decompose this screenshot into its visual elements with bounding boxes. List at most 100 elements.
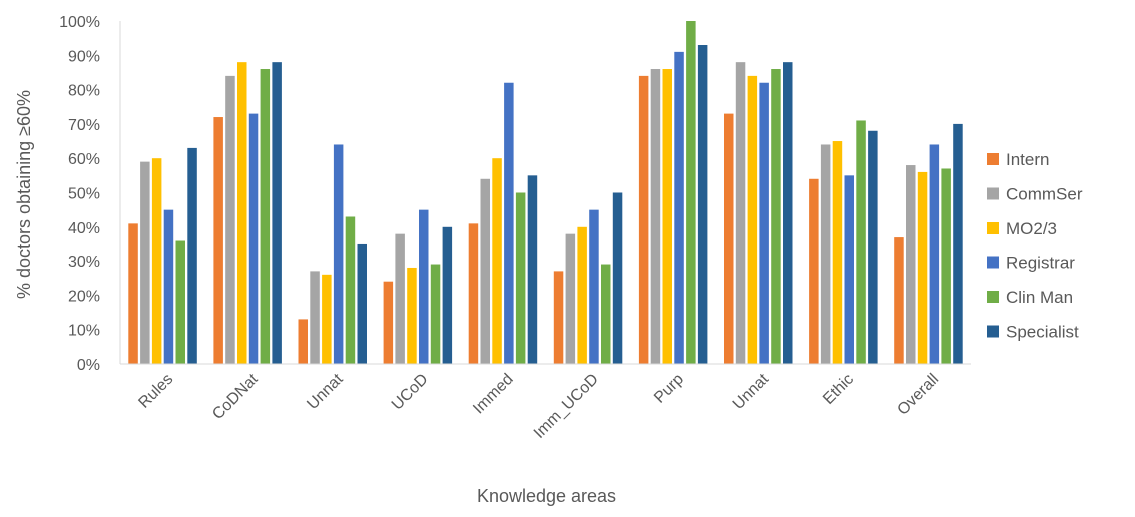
y-tick-label: 50% (68, 186, 100, 203)
bar (163, 209, 174, 364)
x-axis-ticks: Rules CoDNat Unnat UCoD Immed Imm_UCoD Purp Unn… (135, 370, 942, 442)
bar (248, 113, 259, 364)
y-axis-ticks: 0% 10% 20% 30% 40% 50% 60% 70% 80% 90% 100% (59, 14, 100, 374)
bar (906, 165, 916, 364)
bar (686, 21, 696, 364)
y-tick-label: 70% (68, 117, 100, 134)
y-tick-label: 30% (68, 254, 100, 271)
x-tick-label: Ethic (820, 371, 857, 408)
bar (322, 274, 332, 364)
bar (272, 62, 282, 364)
bar (310, 271, 320, 364)
bar (515, 192, 526, 364)
bar (674, 51, 684, 365)
y-tick-label: 20% (68, 288, 100, 305)
bar (187, 147, 197, 364)
y-tick-label: 100% (59, 14, 100, 31)
bar (553, 271, 564, 364)
y-tick-label: 60% (68, 151, 100, 168)
legend-swatch (987, 153, 999, 165)
bar (175, 240, 185, 364)
y-tick-label: 90% (68, 48, 100, 65)
bar (442, 226, 453, 364)
bar (638, 75, 649, 364)
bar (395, 233, 405, 364)
bar (820, 144, 831, 364)
bar (953, 123, 963, 365)
legend-label: MO2/3 (1006, 219, 1057, 238)
y-axis-title: % doctors obtaining ≥60% (14, 90, 34, 299)
bar (929, 144, 940, 364)
bar (225, 75, 235, 364)
x-tick-label: Rules (135, 371, 176, 412)
bar (650, 69, 661, 365)
bar (407, 267, 417, 364)
bar (213, 117, 223, 364)
bar (430, 264, 441, 364)
bar (917, 171, 928, 364)
bars (128, 21, 963, 365)
x-tick-label: Purp (651, 371, 687, 407)
legend-swatch (987, 256, 999, 269)
bar (809, 178, 819, 364)
y-tick-label: 0% (77, 357, 100, 374)
x-tick-label: Unnat (304, 370, 347, 413)
bar (894, 237, 904, 364)
bar (504, 82, 514, 365)
bar (260, 69, 271, 365)
bar (759, 82, 769, 365)
bar (747, 75, 758, 364)
legend-label: Registrar (1006, 254, 1075, 273)
bar (333, 144, 344, 364)
bar (128, 223, 138, 364)
bar (724, 113, 734, 364)
x-tick-label: UCoD (389, 371, 432, 414)
bar (140, 161, 150, 364)
x-tick-label: Imm_UCoD (531, 371, 602, 442)
x-tick-label: Overall (894, 371, 942, 419)
legend-label: Clin Man (1006, 288, 1073, 307)
legend-label: Intern (1006, 150, 1049, 169)
bar (832, 141, 843, 364)
bar (589, 209, 599, 364)
bar (868, 130, 878, 364)
legend-swatch (987, 325, 999, 338)
bar (577, 226, 587, 364)
bar (345, 216, 356, 364)
legend: Intern CommSer MO2/3 Registrar Clin Man Speci… (987, 150, 1083, 342)
bar (298, 319, 308, 364)
bar (697, 45, 708, 364)
x-tick-label: CoDNat (209, 370, 262, 423)
bar (783, 62, 793, 364)
bar (844, 175, 854, 364)
bar (662, 69, 672, 365)
legend-swatch (987, 291, 999, 303)
bar (735, 62, 746, 364)
legend-swatch (987, 187, 999, 200)
bar (612, 192, 623, 364)
bar (468, 223, 479, 364)
bar (151, 158, 162, 364)
bar (856, 120, 866, 364)
bar (941, 168, 951, 364)
y-tick-label: 40% (68, 220, 100, 237)
legend-swatch (987, 222, 999, 234)
bar (480, 178, 490, 364)
bar (383, 281, 394, 364)
bar (565, 233, 576, 364)
y-tick-label: 80% (68, 83, 100, 100)
x-tick-label: Immed (470, 371, 517, 418)
y-tick-label: 10% (68, 323, 100, 340)
x-axis-title: Knowledge areas (477, 486, 616, 506)
bar (601, 264, 611, 364)
bar (771, 69, 781, 365)
bar (237, 62, 247, 364)
bar (527, 175, 538, 364)
x-tick-label: Unnat (730, 370, 773, 413)
legend-label: CommSer (1006, 185, 1083, 204)
bar (357, 243, 367, 364)
bar (419, 209, 429, 364)
legend-label: Specialist (1006, 323, 1079, 342)
